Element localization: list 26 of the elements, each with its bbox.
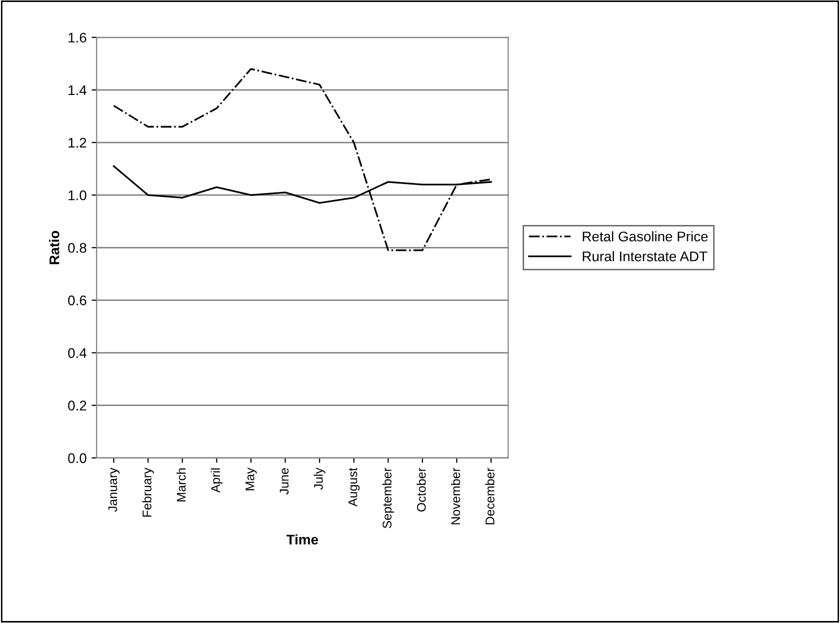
x-tick-label: April <box>210 468 222 493</box>
x-tick-label: September <box>382 468 394 528</box>
y-tick-label: 0.2 <box>68 400 86 411</box>
y-tick-label: 0.6 <box>68 296 86 306</box>
x-tick-label: May <box>246 468 257 490</box>
x-tick-label: February <box>142 468 154 517</box>
legend-label: Retal Gasoline Price <box>582 231 708 242</box>
line-series <box>112 68 492 252</box>
y-tick-label: 0.8 <box>68 242 86 253</box>
y-tick-label: 1.6 <box>68 32 86 43</box>
legend-label: Rural Interstate ADT <box>582 251 708 262</box>
x-tick-label: January <box>108 468 120 512</box>
y-tick-label: 1.0 <box>68 190 86 200</box>
x-tick-label: December <box>485 468 494 524</box>
y-tick-label: 0.4 <box>68 348 86 358</box>
x-tick-label: November <box>450 468 460 524</box>
y-tick-label: 1.2 <box>68 138 86 148</box>
x-tick-label: August <box>348 468 360 507</box>
y-tick-label: 0.0 <box>68 453 86 464</box>
x-tick-label: July <box>314 468 326 490</box>
y-axis-title: Ratio <box>49 230 60 264</box>
y-tick-label: 1.4 <box>68 85 86 95</box>
x-tick-label: October <box>416 468 426 512</box>
x-axis-title: Time <box>286 534 318 545</box>
x-tick-label: June <box>280 468 289 495</box>
x-tick-label: March <box>176 468 186 502</box>
